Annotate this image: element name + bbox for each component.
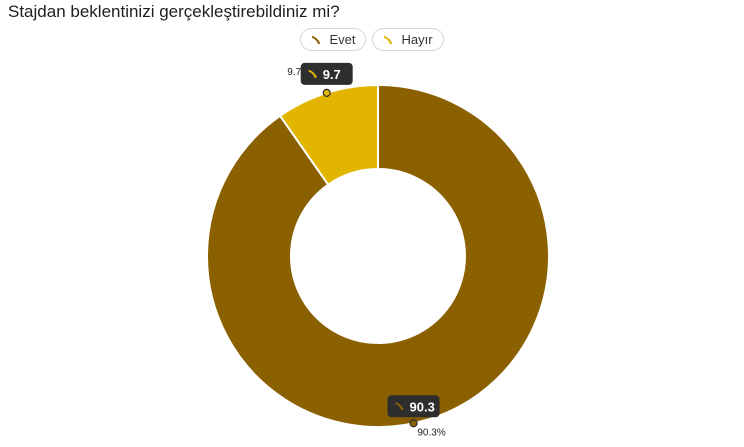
legend-label: Hayır [401,32,433,47]
donut-slice-hayır[interactable] [278,83,379,187]
donut-slice-evet[interactable] [206,83,550,428]
banana-icon [395,402,404,411]
tooltip-hayır: 9.7 [300,62,353,97]
banana-icon [312,35,321,44]
legend-label: Evet [329,32,356,47]
slice-percent-label: 90.3% [417,427,445,438]
tooltip-value: 90.3 [410,399,435,414]
slice-percent-label: 9.7% [287,67,310,78]
banana-icon [384,35,393,44]
tooltip-evet: 90.3 [387,395,440,428]
banana-icon [308,69,317,78]
legend-item-evet[interactable]: Evet [300,28,367,51]
legend-item-hayir[interactable]: Hayır [372,28,444,51]
chart-title: Stajdan beklentinizi gerçekleştirebildin… [8,2,340,21]
tooltip-value: 9.7 [323,67,341,82]
legend: Evet Hayır [0,28,744,51]
